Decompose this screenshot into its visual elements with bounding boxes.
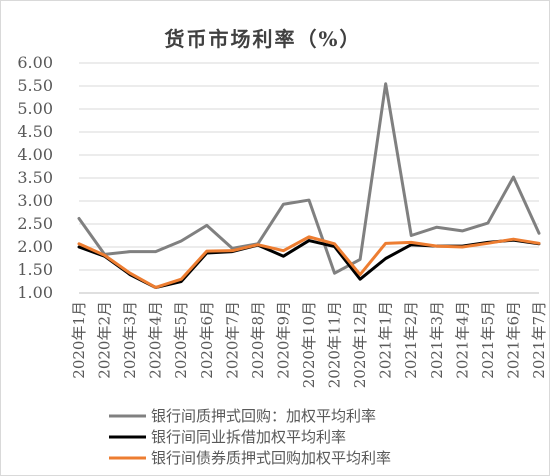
y-tick-label: 3.00 xyxy=(17,191,53,210)
y-tick-label: 5.00 xyxy=(17,99,53,118)
x-tick-label: 2020年6月 xyxy=(198,301,216,379)
x-tick-label: 2021年2月 xyxy=(402,301,420,379)
x-tick-label: 2020年5月 xyxy=(172,301,190,379)
x-tick-label: 2020年3月 xyxy=(121,301,139,379)
legend-label: 银行间债券质押式回购加权平均利率 xyxy=(151,449,391,467)
x-tick-label: 2020年12月 xyxy=(351,301,369,388)
x-tick-label: 2021年4月 xyxy=(453,301,471,379)
x-axis-ticks: 2020年1月 2020年2月 2020年3月 2020年4月 2020年5月 2020年… xyxy=(70,301,548,388)
x-tick-label: 2020年11月 xyxy=(326,301,344,388)
y-axis-ticks: 1.00 1.50 2.00 2.50 3.00 3.50 4.00 4.50 5.00 5.50… xyxy=(17,53,53,302)
series-line-3 xyxy=(77,235,541,289)
chart-title: 货币市场利率（%） xyxy=(164,27,361,51)
y-tick-label: 1.50 xyxy=(17,260,53,279)
y-tick-label: 4.50 xyxy=(17,122,53,141)
x-tick-label: 2020年10月 xyxy=(300,301,318,388)
x-tick-label: 2020年4月 xyxy=(147,301,165,379)
y-tick-label: 6.00 xyxy=(17,53,53,72)
series-lines xyxy=(77,82,541,289)
x-tick-label: 2020年8月 xyxy=(249,301,267,379)
legend-label: 银行间同业拆借加权平均利率 xyxy=(151,428,346,446)
y-tick-label: 4.00 xyxy=(17,145,53,164)
x-tick-label: 2020年2月 xyxy=(96,301,114,379)
x-tick-label: 2021年6月 xyxy=(504,301,522,379)
x-tick-label: 2020年7月 xyxy=(223,301,241,379)
legend-label: 银行间质押式回购：加权平均利率 xyxy=(151,407,376,425)
x-tick-label: 2021年7月 xyxy=(530,301,548,379)
y-tick-label: 5.50 xyxy=(17,76,53,95)
y-tick-label: 3.50 xyxy=(17,168,53,187)
series-line-1 xyxy=(77,82,541,275)
gridlines xyxy=(79,62,539,294)
x-tick-label: 2020年1月 xyxy=(70,301,88,379)
y-tick-label: 1.00 xyxy=(17,283,53,302)
y-tick-label: 2.00 xyxy=(17,237,53,256)
x-tick-label: 2020年9月 xyxy=(274,301,292,379)
x-tick-label: 2021年5月 xyxy=(479,301,497,379)
legend: 银行间质押式回购：加权平均利率银行间同业拆借加权平均利率银行间债券质押式回购加权… xyxy=(109,407,391,467)
y-tick-label: 2.50 xyxy=(17,214,53,233)
x-tick-label: 2021年3月 xyxy=(428,301,446,379)
x-tick-label: 2021年1月 xyxy=(377,301,395,379)
